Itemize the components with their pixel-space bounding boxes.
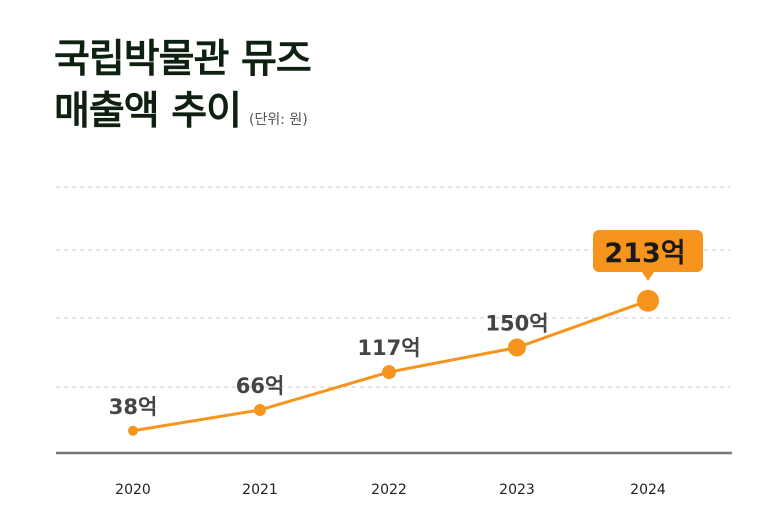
highlight-data-label: 213억 <box>604 238 685 269</box>
x-tick-label: 2023 <box>499 482 535 498</box>
x-tick-label: 2022 <box>371 482 407 498</box>
unit-note: (단위: 원) <box>248 112 308 128</box>
data-label: 66억 <box>236 374 285 398</box>
data-point <box>508 338 526 357</box>
chart-title: 국립박물관 뮤즈 매출액 추이 (단위: 원) <box>54 34 312 146</box>
data-point <box>254 403 266 416</box>
x-tick-label: 2021 <box>242 482 278 498</box>
data-point <box>128 425 138 436</box>
title-line-1: 국립박물관 뮤즈 <box>54 37 312 82</box>
data-label: 150억 <box>485 312 548 336</box>
highlight-callout <box>593 230 703 281</box>
x-tick-label: 2020 <box>115 482 151 498</box>
data-point <box>637 289 659 312</box>
data-point <box>382 365 396 380</box>
data-label: 38억 <box>109 395 158 419</box>
data-label: 117억 <box>357 336 420 360</box>
title-line-2: 매출액 추이 <box>54 89 242 134</box>
x-tick-label: 2024 <box>630 482 666 498</box>
